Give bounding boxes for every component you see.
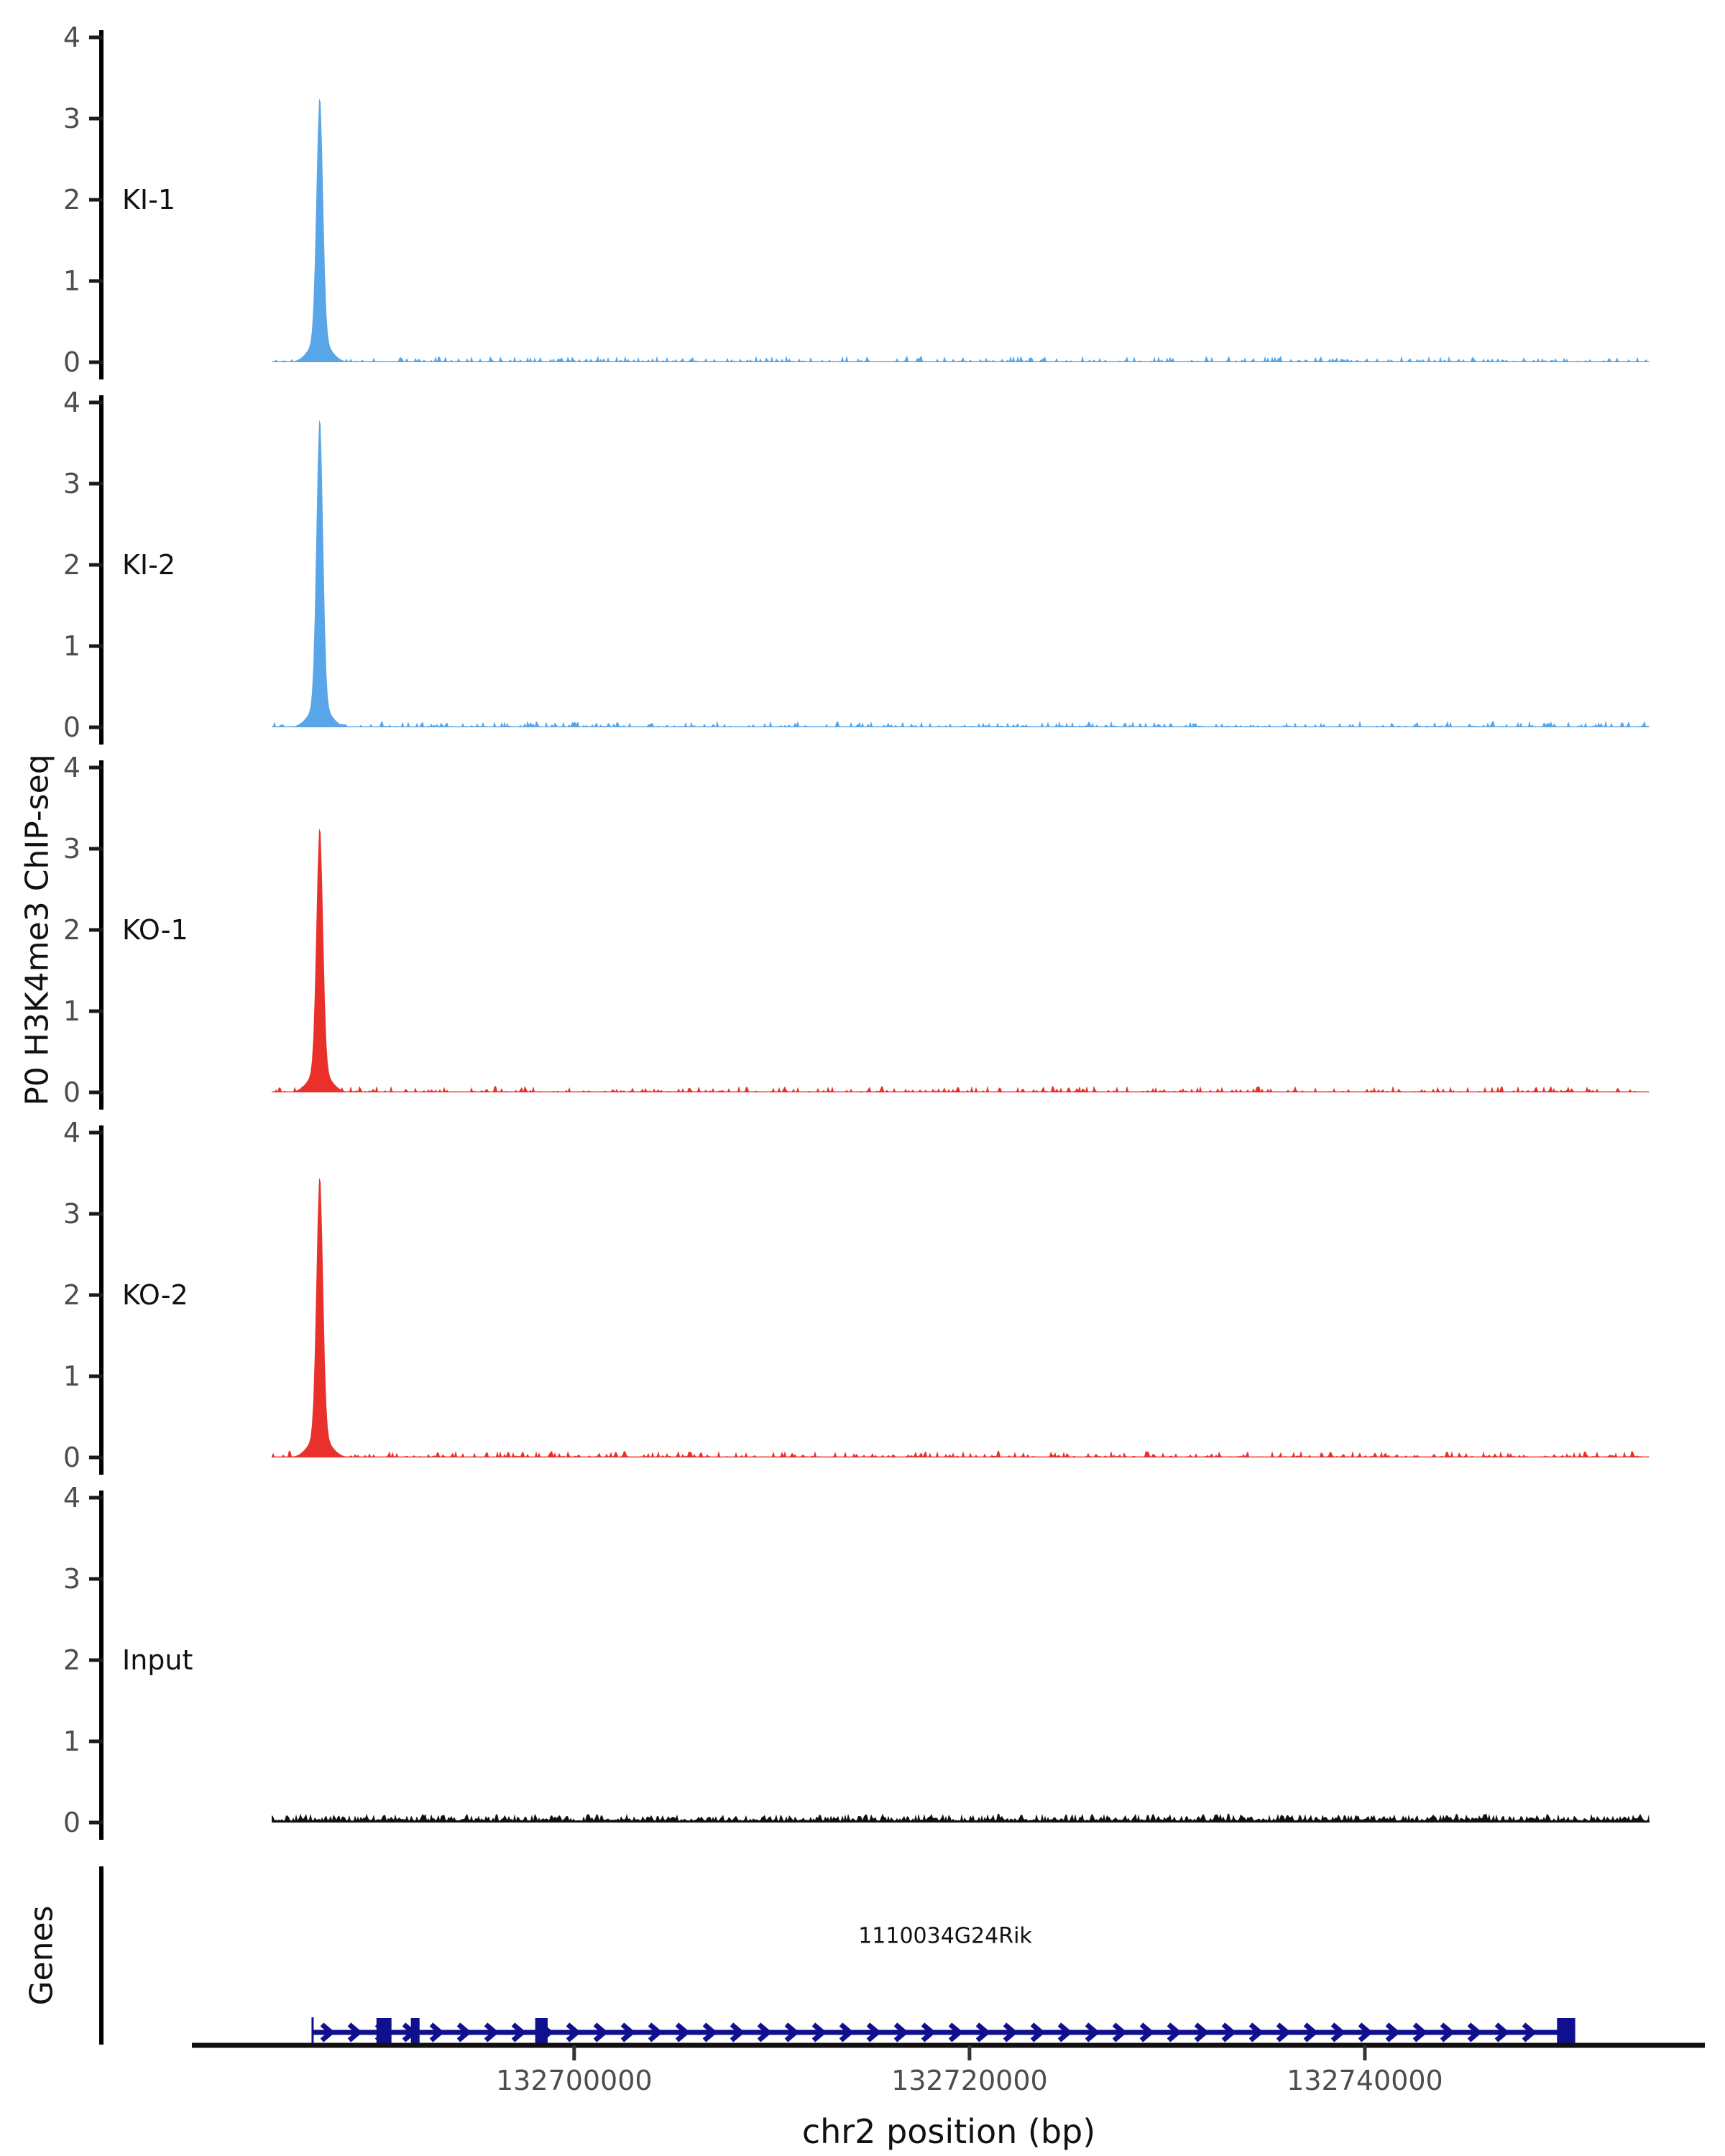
gene-strand-arrow	[921, 2022, 937, 2042]
y-tick-label: 3	[63, 1563, 80, 1595]
gene-strand-arrow	[566, 2022, 581, 2042]
gene-strand-arrow	[1440, 2022, 1455, 2042]
gene-exon	[1557, 2018, 1576, 2047]
y-tick-label: 2	[63, 1644, 80, 1676]
track-label: Input	[122, 1644, 193, 1676]
signal-area-ki-1	[272, 98, 1650, 362]
gene-strand-arrow	[320, 2022, 336, 2042]
y-tick-label: 1	[63, 1726, 80, 1757]
signal-area-input	[272, 1813, 1650, 1823]
gene-strand-arrow	[1221, 2022, 1237, 2042]
y-tick-label: 0	[63, 1442, 80, 1473]
track-label: KI-2	[122, 549, 175, 581]
y-tick-label: 3	[63, 1198, 80, 1230]
gene-strand-arrow	[1248, 2022, 1264, 2042]
y-tick-label: 0	[63, 346, 80, 378]
y-tick-label: 2	[63, 1279, 80, 1311]
gene-strand-arrow	[484, 2022, 500, 2042]
gene-strand-arrow	[893, 2022, 909, 2042]
gene-strand-arrow	[511, 2022, 527, 2042]
x-tick-label: 132700000	[496, 2065, 653, 2096]
signal-area-ko-1	[272, 828, 1650, 1092]
gene-strand-arrow	[1139, 2022, 1155, 2042]
y-tick-label: 4	[63, 22, 80, 53]
y-tick-label: 3	[63, 833, 80, 865]
y-tick-label: 1	[63, 1360, 80, 1392]
track-label: KO-1	[122, 914, 188, 946]
y-tick-label: 2	[63, 549, 80, 581]
genes-panel-label: Genes	[23, 1905, 60, 2006]
gene-strand-arrow	[702, 2022, 718, 2042]
gene-strand-arrow	[757, 2022, 773, 2042]
gene-name-label: 1110034G24Rik	[858, 1923, 1032, 1949]
x-axis-label: chr2 position (bp)	[801, 2112, 1096, 2151]
gene-strand-arrow	[1057, 2022, 1073, 2042]
y-tick-label: 0	[63, 1077, 80, 1108]
gene-strand-arrow	[429, 2022, 445, 2042]
gene-strand-arrow	[1412, 2022, 1428, 2042]
gene-strand-arrow	[784, 2022, 800, 2042]
y-tick-label: 1	[63, 265, 80, 297]
x-tick-label: 132740000	[1287, 2065, 1443, 2096]
signal-area-ki-2	[272, 419, 1650, 727]
gene-strand-arrow	[347, 2022, 363, 2042]
y-tick-label: 0	[63, 1807, 80, 1838]
gene-strand-arrow	[1030, 2022, 1046, 2042]
signal-area-ko-2	[272, 1177, 1650, 1457]
gene-strand-arrow	[811, 2022, 827, 2042]
gene-strand-arrow	[1494, 2022, 1510, 2042]
gene-strand-arrow	[1385, 2022, 1401, 2042]
gene-strand-arrow	[1085, 2022, 1100, 2042]
gene-strand-arrow	[1167, 2022, 1182, 2042]
y-tick-label: 4	[63, 752, 80, 783]
gene-strand-arrow	[1522, 2022, 1537, 2042]
gene-strand-arrow	[456, 2022, 472, 2042]
y-tick-label: 0	[63, 711, 80, 743]
y-tick-label: 2	[63, 914, 80, 946]
y-tick-label: 3	[63, 103, 80, 134]
gene-strand-arrow	[1303, 2022, 1319, 2042]
gene-strand-arrow	[1330, 2022, 1346, 2042]
y-tick-label: 4	[63, 387, 80, 418]
gene-strand-arrow	[675, 2022, 691, 2042]
gene-strand-arrow	[730, 2022, 745, 2042]
gene-strand-arrow	[866, 2022, 882, 2042]
y-tick-label: 3	[63, 468, 80, 499]
gene-strand-arrow	[648, 2022, 663, 2042]
gene-strand-arrow	[975, 2022, 991, 2042]
gene-strand-arrow	[1276, 2022, 1292, 2042]
y-tick-label: 1	[63, 995, 80, 1027]
y-tick-label: 4	[63, 1482, 80, 1514]
gene-strand-arrow	[593, 2022, 609, 2042]
gene-exon	[376, 2018, 392, 2047]
gene-strand-arrow	[1003, 2022, 1018, 2042]
gene-strand-arrow	[1467, 2022, 1483, 2042]
x-tick-label: 132720000	[891, 2065, 1048, 2096]
y-axis-label: P0 H3K4me3 ChIP-seq	[19, 754, 56, 1106]
track-label: KI-1	[122, 184, 175, 216]
gene-exon	[535, 2018, 548, 2047]
y-tick-label: 1	[63, 630, 80, 662]
gene-strand-arrow	[1112, 2022, 1128, 2042]
gene-strand-arrow	[948, 2022, 964, 2042]
y-tick-label: 2	[63, 184, 80, 216]
gene-strand-arrow	[1358, 2022, 1374, 2042]
y-tick-label: 4	[63, 1117, 80, 1148]
gene-strand-arrow	[839, 2022, 855, 2042]
track-label: KO-2	[122, 1279, 188, 1311]
gene-exon	[410, 2018, 420, 2047]
gene-strand-arrow	[620, 2022, 636, 2042]
gene-strand-arrow	[1194, 2022, 1210, 2042]
